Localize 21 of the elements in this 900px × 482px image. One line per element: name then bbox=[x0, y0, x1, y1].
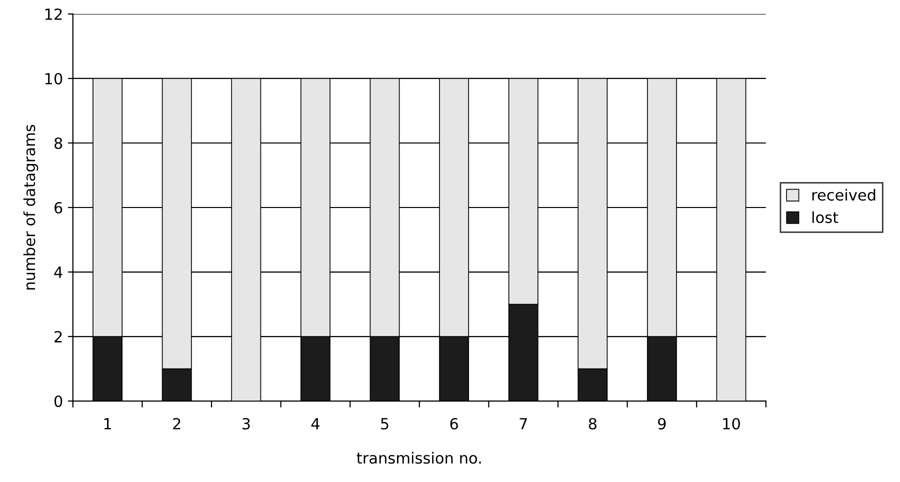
x-tick-label: 8 bbox=[588, 418, 596, 430]
x-axis-title: transmission no. bbox=[356, 452, 481, 464]
y-tick-label: 4 bbox=[54, 266, 62, 278]
y-tick-label: 6 bbox=[54, 202, 62, 214]
x-tick-label: 2 bbox=[173, 418, 180, 430]
x-tick-label: 3 bbox=[242, 418, 250, 430]
y-tick-label: 0 bbox=[54, 395, 62, 408]
y-axis-title: number of datagrams bbox=[23, 124, 38, 290]
legend-label: received bbox=[812, 188, 876, 201]
x-tick-label: 7 bbox=[520, 418, 527, 430]
y-tick-label: 2 bbox=[54, 330, 62, 342]
x-tick-label: 1 bbox=[104, 418, 111, 430]
y-tick-label: 12 bbox=[45, 8, 62, 20]
x-tick-label: 6 bbox=[450, 418, 458, 430]
legend-label: lost bbox=[812, 211, 838, 224]
y-tick-label: 10 bbox=[45, 72, 62, 85]
x-tick-label: 5 bbox=[381, 418, 388, 430]
x-tick-label: 9 bbox=[658, 418, 666, 430]
y-tick-label: 8 bbox=[54, 137, 62, 150]
x-tick-label: 10 bbox=[723, 418, 740, 430]
x-tick-label: 4 bbox=[311, 418, 320, 430]
